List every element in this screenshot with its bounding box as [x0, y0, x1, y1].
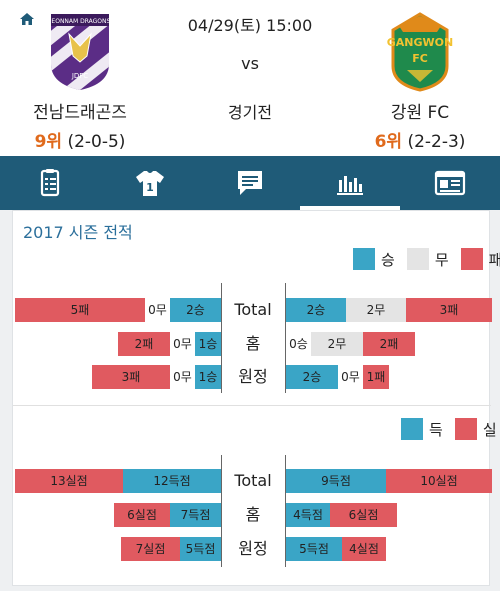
row-label-home: 홈: [245, 334, 261, 353]
svg-text:FC: FC: [412, 52, 428, 65]
home-home-against-bar: 6실점: [114, 503, 170, 527]
goals-row-label-home: 홈: [245, 505, 261, 524]
home-total-draw-bar: 0무: [148, 303, 167, 317]
home-total-win-bar: 2승: [170, 298, 221, 322]
home-team-name: 전남드래곤즈: [33, 103, 127, 123]
jeonnam-dragons-logo: JEONNAM DRAGONS JDFC: [49, 14, 111, 90]
goals-against-swatch: [454, 418, 477, 440]
home-record: (2-0-5): [67, 132, 126, 152]
home-home-for-bar: 7득점: [170, 503, 221, 527]
away-home-for-bar: 4득점: [286, 503, 330, 527]
away-away-win-bar: 2승: [286, 365, 338, 389]
away-record: (2-2-3): [407, 132, 466, 152]
match-vs: vs: [241, 54, 259, 73]
loss-legend-label: 패: [488, 250, 500, 269]
tab-chat[interactable]: [200, 156, 300, 210]
match-date: 04/29(토) 15:00: [187, 16, 313, 35]
goals-against-legend-label: 실: [482, 420, 497, 439]
stats-chart-icon: [337, 176, 363, 195]
section-title: 2017 시즌 전적: [23, 223, 133, 242]
home-away-draw-bar: 0무: [173, 370, 192, 384]
svg-text:JDFC: JDFC: [71, 72, 88, 80]
goals-for-legend-label: 득: [429, 420, 443, 439]
home-away-loss-bar: 3패: [92, 365, 170, 389]
home-rank: 9위: [34, 132, 63, 152]
tab-lineup[interactable]: [0, 156, 100, 210]
home-home-draw-bar: 0무: [173, 337, 192, 351]
stats-content: 2017 시즌 전적 승 무 패 5패 0무 2승 Total 2승 2무 3패…: [0, 210, 500, 591]
away-home-loss-bar: 2패: [363, 332, 415, 356]
away-away-draw-bar: 0무: [341, 370, 360, 384]
away-team-rank: 6위 (2-2-3): [340, 127, 500, 152]
away-team[interactable]: GANGWON FC 강원 FC 6위 (2-2-3): [340, 12, 500, 152]
left-goals-axis-line: [221, 455, 222, 567]
match-status: 경기전: [227, 103, 273, 122]
tab-players[interactable]: 1: [100, 156, 200, 210]
tab-news[interactable]: [400, 156, 500, 210]
away-total-for-bar: 9득점: [286, 469, 386, 493]
season-stats-card: 2017 시즌 전적 승 무 패 5패 0무 2승 Total 2승 2무 3패…: [12, 210, 500, 586]
away-home-draw-bar: 2무: [311, 332, 363, 356]
home-away-for-bar: 5득점: [180, 537, 221, 561]
home-away-win-bar: 1승: [195, 365, 221, 389]
match-header: JEONNAM DRAGONS JDFC 전남드래곤즈 9위 (2-0-5) 0…: [0, 0, 500, 156]
svg-text:GANGWON: GANGWON: [387, 36, 453, 49]
lineup-list-icon: [40, 169, 60, 197]
win-legend-label: 승: [381, 250, 395, 269]
goals-for-swatch: [401, 418, 423, 440]
away-away-for-bar: 5득점: [286, 537, 342, 561]
away-rank: 6위: [374, 132, 403, 152]
match-info: 04/29(토) 15:00 vs 경기전: [160, 12, 340, 123]
home-home-win-bar: 1승: [195, 332, 221, 356]
away-total-win-bar: 2승: [286, 298, 346, 322]
jersey-icon: 1: [136, 171, 164, 196]
right-axis-line: [285, 283, 286, 393]
home-icon[interactable]: [20, 10, 34, 25]
right-goals-axis-line: [285, 455, 286, 567]
chat-icon: [238, 171, 262, 195]
home-home-loss-bar: 2패: [118, 332, 170, 356]
svg-text:1: 1: [146, 181, 154, 194]
home-total-for-bar: 12득점: [123, 469, 221, 493]
home-total-loss-bar: 5패: [15, 298, 145, 322]
away-home-win-bar: 0승: [289, 337, 308, 351]
home-team[interactable]: JEONNAM DRAGONS JDFC 전남드래곤즈 9위 (2-0-5): [0, 12, 160, 152]
home-total-against-bar: 13실점: [15, 469, 123, 493]
draw-swatch: [406, 248, 429, 270]
win-swatch: [353, 248, 375, 270]
loss-swatch: [460, 248, 483, 270]
draw-legend-label: 무: [434, 250, 449, 269]
away-total-against-bar: 10실점: [386, 469, 492, 493]
goals-row-label-total: Total: [234, 471, 272, 490]
row-label-total: Total: [234, 300, 272, 319]
away-team-name: 강원 FC: [390, 103, 450, 123]
svg-text:JEONNAM DRAGONS: JEONNAM DRAGONS: [49, 18, 111, 25]
tab-stats[interactable]: [300, 156, 400, 210]
away-total-draw-bar: 2무: [346, 298, 406, 322]
away-away-loss-bar: 1패: [363, 365, 389, 389]
away-home-against-bar: 6실점: [330, 503, 397, 527]
tab-bar: 1: [0, 156, 500, 210]
section-divider: [13, 405, 491, 406]
home-team-rank: 9위 (2-0-5): [0, 127, 160, 152]
goals-legend: 득 실: [401, 418, 500, 440]
row-label-away: 원정: [238, 367, 268, 386]
left-axis-line: [221, 283, 222, 393]
record-legend: 승 무 패: [353, 248, 500, 270]
gangwon-fc-logo: GANGWON FC: [387, 12, 453, 92]
news-icon: [434, 170, 466, 196]
away-total-loss-bar: 3패: [406, 298, 492, 322]
home-away-against-bar: 7실점: [121, 537, 180, 561]
goals-row-label-away: 원정: [238, 539, 268, 558]
away-away-against-bar: 4실점: [342, 537, 386, 561]
